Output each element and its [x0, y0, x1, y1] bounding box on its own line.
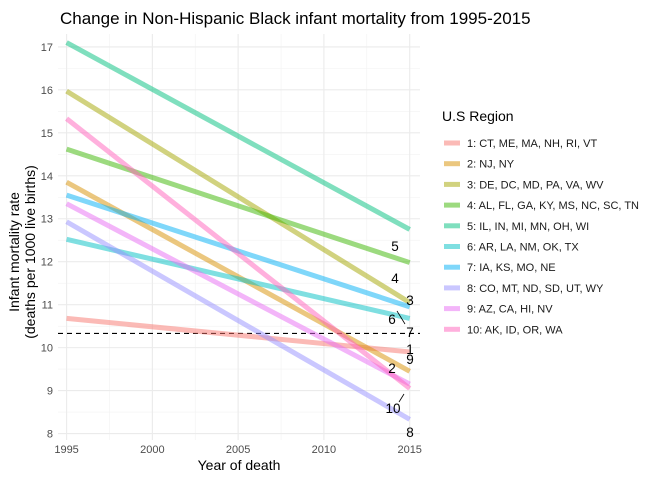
y-tick-label: 14 [41, 171, 53, 183]
series-line-9 [65, 201, 411, 387]
y-axis-title-line-1: Infant mortality rate [6, 192, 22, 312]
grid [58, 34, 420, 440]
x-tick-label: 2010 [312, 444, 336, 456]
y-tick-label: 8 [47, 429, 53, 441]
end-labels: 12 34 5 67 8 9 10 [385, 239, 413, 440]
legend-label-6: 6: AR, LA, NM, OK, TX [467, 242, 579, 254]
legend-label-2: 2: NJ, NY [467, 159, 515, 171]
end-label-connector [398, 393, 405, 403]
y-axis-title: Infant mortality rate (deaths per 1000 l… [6, 165, 38, 339]
legend-title: U.S Region [442, 108, 514, 124]
y-tick-label: 17 [41, 42, 53, 54]
y-tick-label: 13 [41, 214, 53, 226]
legend-label-3: 3: DE, DC, MD, PA, VA, WV [467, 179, 604, 191]
x-tick-label: 2015 [397, 444, 421, 456]
end-label-10: 10 [385, 401, 400, 416]
legend: U.S Region 1: CT, ME, MA, NH, RI, VT 2: N… [442, 108, 639, 336]
legend-label-5: 5: IL, IN, MI, MN, OH, WI [467, 221, 589, 233]
series-line-4 [65, 146, 411, 265]
y-tick-label: 10 [41, 343, 53, 355]
end-label-8: 8 [406, 425, 414, 440]
y-tick-label: 16 [41, 85, 53, 97]
y-tick-label: 15 [41, 128, 53, 140]
end-label-2: 2 [388, 361, 396, 376]
y-tick-label: 9 [47, 386, 53, 398]
end-label-4: 4 [391, 271, 399, 286]
end-label-connector [396, 310, 406, 325]
end-label-9: 9 [406, 352, 414, 367]
end-label-1: 1 [406, 342, 414, 357]
legend-label-7: 7: IA, KS, MO, NE [467, 262, 556, 274]
series-line-3 [65, 89, 412, 305]
end-label-6: 6 [388, 312, 396, 327]
series-line-8 [65, 219, 411, 422]
end-label-3: 3 [406, 293, 414, 308]
x-tick-label: 1995 [54, 444, 78, 456]
series-line-5 [65, 40, 411, 232]
legend-label-1: 1: CT, ME, MA, NH, RI, VT [467, 138, 597, 150]
series-line-10 [65, 116, 412, 391]
legend-label-4: 4: AL, FL, GA, KY, MS, NC, SC, TN [467, 200, 639, 212]
x-tick-label: 2000 [140, 444, 164, 456]
legend-label-8: 8: CO, MT, ND, SD, UT, WY [467, 283, 604, 295]
y-axis-title-line-2: (deaths per 1000 live births) [22, 165, 38, 339]
x-axis-title: Year of death [198, 457, 281, 473]
y-tick-label: 12 [41, 257, 53, 269]
x-tick-label: 2005 [226, 444, 250, 456]
legend-label-10: 10: AK, ID, OR, WA [467, 324, 563, 336]
legend-label-9: 9: AZ, CA, HI, NV [467, 304, 553, 316]
y-tick-label: 11 [42, 300, 53, 312]
end-label-5: 5 [391, 239, 399, 254]
end-label-7: 7 [406, 325, 414, 340]
chart-title: Change in Non-Hispanic Black infant mort… [60, 9, 531, 28]
series-layer [65, 40, 412, 422]
